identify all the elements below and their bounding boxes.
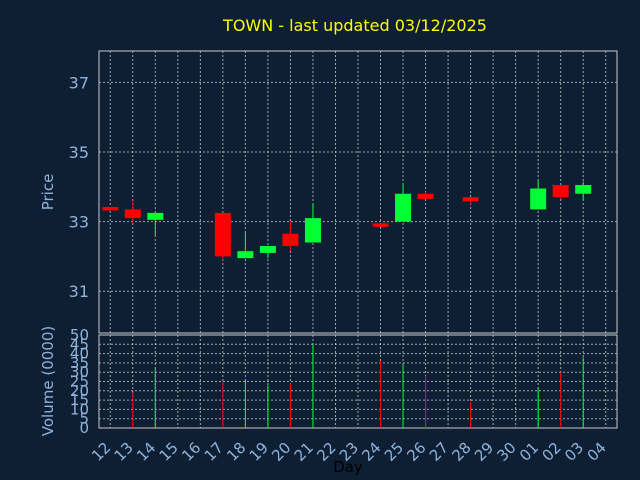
volume-panel: 0510152025303540455012131415161718192021…: [70, 326, 618, 465]
volume-tick-label: 15: [70, 391, 89, 409]
candle-body: [214, 212, 231, 257]
volume-tick-label: 25: [70, 373, 89, 391]
price-panel: 31 33 35 37: [69, 50, 618, 334]
volume-tick-label: 50: [70, 326, 89, 344]
volume-tick-label: 30: [70, 363, 89, 381]
price-tick-label: 33: [69, 213, 89, 232]
candle-body: [372, 223, 389, 227]
price-tick-label: 37: [69, 73, 89, 92]
volume-tick-label: 5: [79, 410, 89, 428]
x-axis-label: Day: [333, 458, 363, 476]
volume-tick-label: 40: [70, 345, 89, 363]
candle-body: [259, 245, 276, 253]
volume-tick-label: 35: [70, 354, 89, 372]
chart-title: TOWN - last updated 03/12/2025: [222, 16, 487, 35]
volume-tick-label: 10: [70, 400, 89, 418]
candle-body: [237, 251, 254, 259]
candle-body: [552, 185, 569, 198]
volume-tick-label: 45: [70, 335, 89, 353]
x-tick-label: 04: [584, 439, 610, 465]
candle-body: [124, 209, 141, 219]
volume-axis-label: Volume (0000): [39, 326, 57, 436]
price-axis-label: Price: [39, 174, 57, 211]
candle-body: [102, 206, 119, 211]
candle-body: [395, 193, 412, 222]
candle-body: [462, 197, 479, 202]
volume-tick-label: 20: [70, 382, 89, 400]
candle-body: [575, 185, 592, 194]
price-tick-label: 31: [69, 282, 89, 301]
candle-body: [282, 233, 299, 246]
candle-body: [147, 212, 164, 220]
price-tick-label: 35: [69, 143, 89, 162]
candle-body: [530, 188, 547, 210]
candle-body: [304, 218, 321, 243]
candle-body: [417, 193, 434, 199]
volume-tick-label: 0: [79, 419, 89, 437]
